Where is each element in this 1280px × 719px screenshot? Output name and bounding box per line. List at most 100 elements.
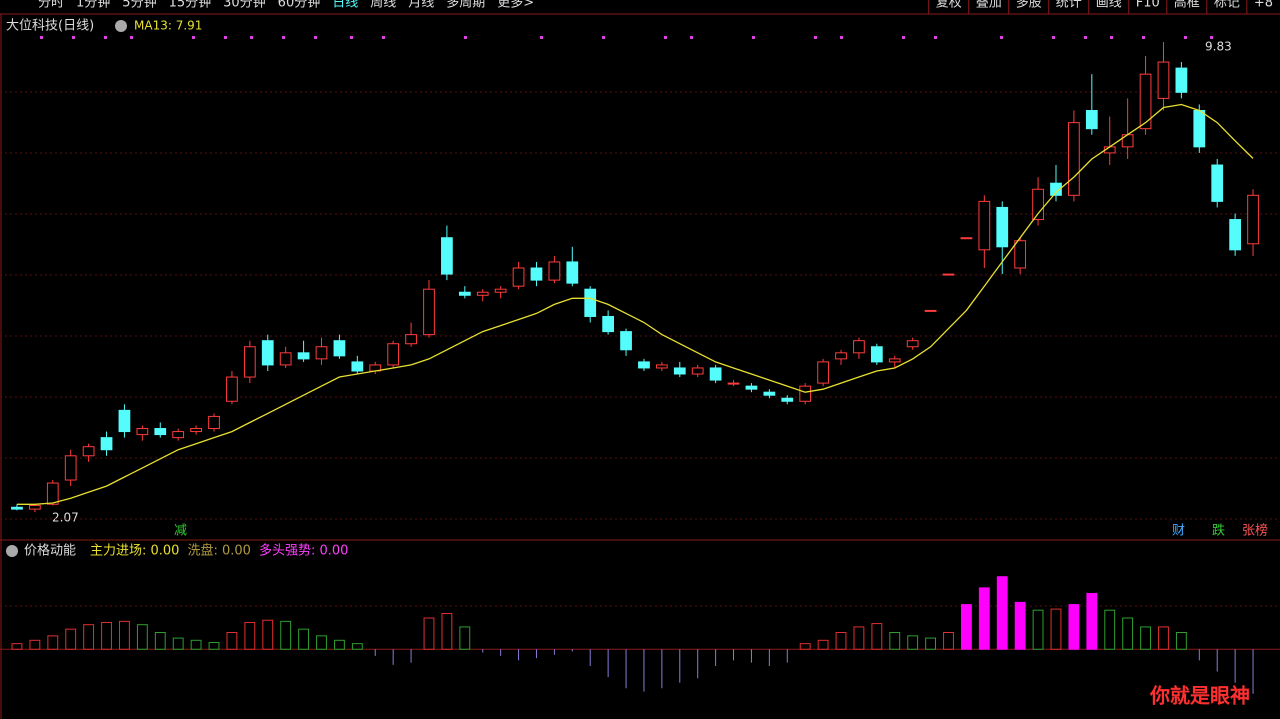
toolbar-item[interactable]: 5分钟 — [122, 0, 156, 11]
signal-dot — [104, 36, 107, 39]
legend-entry: 主力进场: 0.00 — [90, 544, 179, 559]
candle-body — [1068, 122, 1080, 196]
candle-body — [548, 261, 561, 281]
toolbar-item[interactable]: 1分钟 — [76, 0, 110, 11]
toolbar-item[interactable]: 高框 — [1174, 0, 1200, 11]
candle-body — [476, 291, 489, 296]
indicator-bar — [226, 632, 238, 650]
indicator-bar — [871, 623, 883, 650]
toolbar-item[interactable]: 日线 — [332, 0, 358, 11]
signal-dot — [40, 36, 43, 39]
candle-body — [853, 340, 865, 354]
signal-dot — [282, 36, 285, 39]
toolbar-item[interactable]: 15分钟 — [169, 0, 212, 11]
toolbar-item[interactable]: 统计 — [1056, 0, 1082, 11]
candle-body — [261, 340, 274, 366]
indicator-bar — [154, 632, 166, 650]
signal-dot — [192, 36, 195, 39]
candle-body — [1247, 194, 1259, 245]
indicator-bar — [11, 643, 23, 650]
toolbar-item[interactable]: 多周期 — [446, 0, 485, 11]
signal-dot — [1184, 36, 1187, 39]
signal-dot — [1142, 36, 1145, 39]
ma-line — [17, 103, 1254, 505]
candle-body — [530, 267, 543, 281]
candle-body — [208, 415, 220, 430]
candle-body — [279, 352, 292, 366]
candle-body — [423, 288, 435, 336]
candle-body — [620, 331, 632, 351]
candle-body — [709, 367, 722, 381]
candle-body — [297, 352, 310, 360]
candle-body — [1157, 61, 1170, 99]
signal-dot — [382, 36, 385, 39]
toolbar-item[interactable]: 30分钟 — [223, 0, 266, 11]
indicator-bar — [298, 628, 310, 650]
candle-body — [333, 340, 346, 357]
candle-body — [1229, 219, 1242, 251]
toolbar-item[interactable]: 多股 — [1016, 0, 1042, 11]
indicator-bar — [136, 624, 148, 650]
indicator-bar — [907, 635, 919, 650]
candle-body — [512, 267, 525, 287]
indicator-bar — [262, 619, 274, 650]
dropdown-icon[interactable] — [6, 545, 18, 557]
candle-body — [978, 200, 991, 251]
signal-dot — [1000, 36, 1003, 39]
candle-body — [458, 291, 471, 296]
candle-body — [566, 261, 579, 284]
candle-body — [763, 391, 776, 396]
toolbar-item[interactable]: 月线 — [408, 0, 434, 11]
ma-label: MA13: 7.91 — [134, 19, 202, 33]
signal-dot — [690, 36, 693, 39]
indicator-title: 价格动能 — [24, 543, 76, 559]
indicator-bar — [960, 604, 972, 650]
candle-body — [494, 288, 507, 293]
marker: 减 — [174, 524, 187, 539]
candle-body — [799, 385, 812, 402]
candle-body — [1139, 73, 1152, 130]
toolbar-item[interactable]: 更多> — [497, 0, 534, 11]
indicator-bar — [441, 613, 453, 650]
signal-dot — [1084, 36, 1087, 39]
indicator-bar — [83, 624, 95, 650]
indicator-bar — [817, 639, 829, 650]
candle-body — [351, 361, 364, 372]
candle-body — [441, 237, 453, 275]
signal-dot — [250, 36, 253, 39]
toolbar-item[interactable]: F10 — [1136, 0, 1160, 11]
candle-body — [1050, 182, 1062, 196]
indicator-bar — [1175, 632, 1187, 650]
indicator-bar — [1158, 626, 1169, 650]
watermark: 你就是眼神 — [1149, 684, 1250, 708]
toolbar-item[interactable]: +8 — [1254, 0, 1273, 11]
candle-body — [1175, 67, 1188, 93]
candle-body — [1193, 110, 1206, 148]
toolbar-item[interactable]: 复权 — [936, 0, 962, 11]
candle-body — [817, 361, 829, 384]
toolbar-item[interactable]: 画线 — [1096, 0, 1122, 11]
toolbar-item[interactable]: 标记 — [1214, 0, 1240, 11]
candle-body — [638, 361, 650, 369]
toolbar-item[interactable]: 叠加 — [976, 0, 1002, 11]
indicator-bar — [1140, 626, 1151, 650]
low-label: 2.07 — [52, 511, 79, 525]
toolbar-item[interactable]: 60分钟 — [278, 0, 321, 11]
indicator-bar — [978, 587, 990, 650]
indicator-bar — [459, 626, 471, 650]
indicator-bar — [101, 621, 112, 650]
toolbar-item[interactable]: 周线 — [370, 0, 396, 11]
indicator-bar — [996, 576, 1008, 650]
indicator-bar — [65, 628, 77, 650]
indicator-bar — [244, 621, 256, 650]
candle-body — [11, 506, 23, 510]
indicator-bar — [943, 632, 954, 650]
indicator-bar — [925, 637, 937, 650]
legend-entry: 洗盘: 0.00 — [187, 543, 250, 559]
indicator-bar — [1086, 592, 1098, 650]
indicator-bar — [1068, 604, 1080, 650]
candle-body — [584, 288, 597, 317]
toolbar-item[interactable]: 分时 — [38, 0, 64, 11]
dropdown-icon[interactable] — [115, 20, 127, 32]
